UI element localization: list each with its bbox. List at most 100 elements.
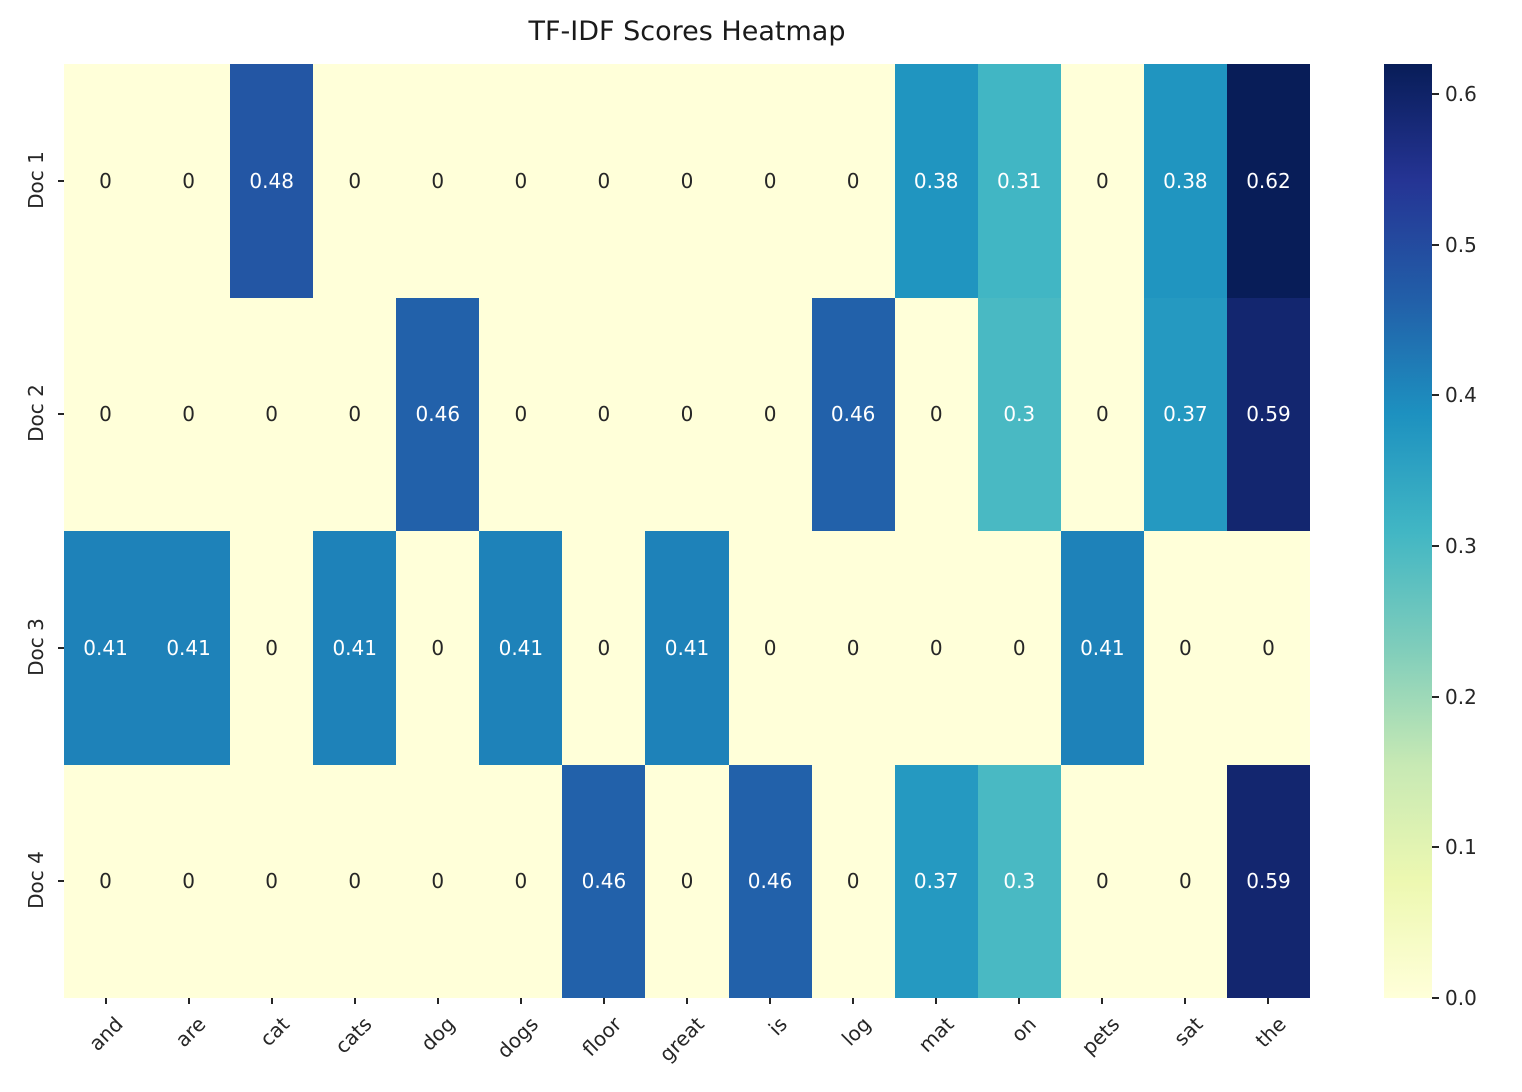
heatmap-cell: 0.48 [230, 64, 314, 298]
x-tick-label: are [170, 1012, 211, 1052]
x-tick-label: great [654, 1012, 709, 1067]
x-tick-label: floor [576, 1012, 626, 1062]
colorbar-gradient [1384, 64, 1432, 998]
colorbar-tick-label: 0.4 [1445, 383, 1477, 408]
heatmap-cell: 0.3 [977, 764, 1061, 998]
heatmap-cell: 0.37 [894, 764, 978, 998]
y-tick-label: Doc 2 [24, 384, 48, 443]
x-tick-label: cats [330, 1012, 377, 1059]
x-tick-label: dog [416, 1012, 460, 1056]
heatmap-cell: 0.46 [562, 764, 646, 998]
heatmap-cell: 0 [396, 531, 480, 765]
heatmap-cell: 0 [64, 764, 148, 998]
heatmap-plot: 0 0 0.48 0 0 0 0 0 0 0 0.38 0.31 0 0.38 0.62 0 0 0 0 0.46 0 0… [64, 64, 1310, 998]
colorbar-tick-mark [1432, 394, 1439, 397]
heatmap-cell: 0 [1143, 764, 1227, 998]
colorbar-tick-mark [1432, 695, 1439, 698]
heatmap-cell: 0.31 [977, 64, 1061, 298]
heatmap-cell: 0 [479, 764, 563, 998]
x-tick-mark [852, 998, 855, 1004]
heatmap-cell: 0 [396, 764, 480, 998]
heatmap-cell: 0 [313, 764, 397, 998]
heatmap-cell: 0 [811, 764, 895, 998]
heatmap-cell: 0 [230, 764, 314, 998]
y-tick-mark [58, 646, 64, 649]
colorbar-tick-mark [1432, 846, 1439, 849]
heatmap-cell: 0 [230, 531, 314, 765]
y-tick-label: Doc 1 [24, 150, 48, 209]
heatmap-cell: 0 [977, 531, 1061, 765]
y-tick-mark [58, 413, 64, 416]
heatmap-cell: 0 [313, 297, 397, 531]
heatmap-cell: 0 [313, 64, 397, 298]
x-tick-label: dogs [491, 1012, 543, 1063]
x-tick-label: mat [913, 1012, 959, 1057]
heatmap-cell: 0 [728, 297, 812, 531]
x-tick-mark [1018, 998, 1021, 1004]
heatmap-cell: 0.41 [147, 531, 231, 765]
x-tick-label: and [83, 1012, 128, 1056]
x-tick-mark [935, 998, 938, 1004]
heatmap-cell: 0 [894, 531, 978, 765]
x-tick-label: pets [1076, 1012, 1125, 1060]
heatmap-cell: 0.59 [1226, 764, 1310, 998]
x-tick-mark [436, 998, 439, 1004]
colorbar-tick-mark [1432, 997, 1439, 999]
heatmap-cell: 0 [396, 64, 480, 298]
heatmap-cell: 0.46 [396, 297, 480, 531]
chart-title: TF-IDF Scores Heatmap [528, 16, 846, 47]
colorbar-tick-label: 0.0 [1445, 986, 1477, 1010]
heatmap-cell: 0 [1060, 297, 1144, 531]
heatmap-cell: 0 [645, 297, 729, 531]
x-tick-mark [686, 998, 688, 1004]
heatmap-cell: 0.41 [1060, 531, 1144, 765]
heatmap-cell: 0 [147, 764, 231, 998]
heatmap-cell: 0 [811, 531, 895, 765]
x-tick-label: the [1250, 1012, 1291, 1053]
heatmap-cell: 0 [645, 64, 729, 298]
heatmap-cell: 0 [894, 297, 978, 531]
colorbar-tick-mark [1432, 545, 1439, 548]
heatmap-cell: 0 [562, 531, 646, 765]
heatmap-cell: 0.41 [645, 531, 729, 765]
x-tick-mark [1101, 998, 1104, 1004]
heatmap-cell: 0 [147, 64, 231, 298]
heatmap-cell: 0.38 [894, 64, 978, 298]
heatmap-cell: 0 [728, 531, 812, 765]
x-tick-label: log [836, 1012, 876, 1051]
heatmap-cell: 0 [479, 64, 563, 298]
heatmap-cell: 0.3 [977, 297, 1061, 531]
heatmap-cell: 0 [1143, 531, 1227, 765]
y-tick-label: Doc 3 [24, 617, 48, 676]
y-tick-mark [58, 880, 64, 883]
y-tick-mark [58, 179, 64, 182]
colorbar-tick-label: 0.5 [1445, 232, 1477, 257]
heatmap-cell: 0.46 [811, 297, 895, 531]
heatmap-cell: 0 [811, 64, 895, 298]
x-tick-mark [104, 998, 107, 1004]
colorbar-tick-label: 0.3 [1445, 534, 1477, 559]
heatmap-cell: 0 [1060, 764, 1144, 998]
heatmap-cell: 0.38 [1143, 64, 1227, 298]
x-tick-mark [1184, 998, 1187, 1004]
y-tick-label: Doc 4 [24, 851, 48, 910]
heatmap-cell: 0 [1060, 64, 1144, 298]
colorbar-tick-label: 0.1 [1445, 835, 1477, 860]
colorbar-tick-mark [1432, 243, 1439, 246]
x-tick-mark [769, 998, 772, 1004]
x-tick-label: cat [254, 1012, 294, 1051]
heatmap-cell: 0.41 [479, 531, 563, 765]
x-tick-mark [187, 998, 190, 1004]
heatmap-cell: 0.37 [1143, 297, 1227, 531]
x-tick-mark [1267, 998, 1270, 1004]
heatmap-cell: 0.41 [64, 531, 148, 765]
heatmap-cell: 0 [230, 297, 314, 531]
heatmap-cell: 0 [645, 764, 729, 998]
heatmap-cell: 0.41 [313, 531, 397, 765]
heatmap-cell: 0 [1226, 531, 1310, 765]
x-tick-label: is [763, 1012, 793, 1041]
heatmap-cell: 0 [64, 297, 148, 531]
colorbar-tick-label: 0.6 [1445, 82, 1477, 107]
x-tick-label: sat [1168, 1012, 1208, 1051]
